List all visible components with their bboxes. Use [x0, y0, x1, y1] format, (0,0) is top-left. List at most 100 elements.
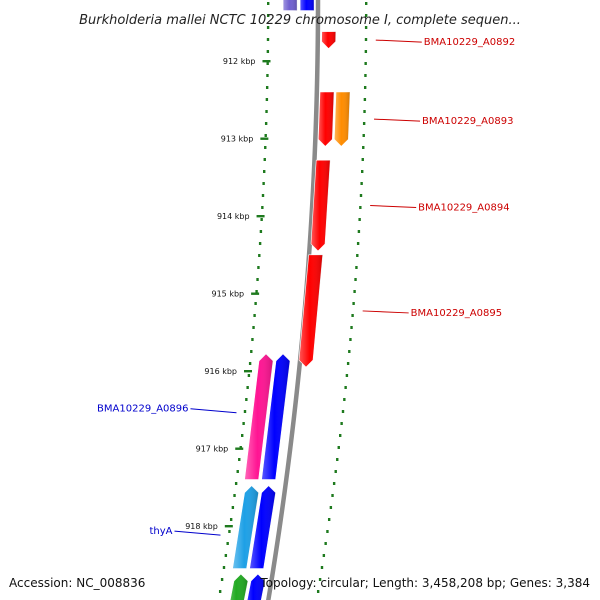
guide-dash-outer: [361, 158, 364, 161]
guide-dash-outer: [349, 338, 352, 341]
guide-dash-outer: [363, 86, 367, 89]
guide-dash-outer: [360, 182, 363, 185]
gene-arrow-shading: [321, 31, 336, 49]
accession-text: Accession: NC_008836: [9, 576, 145, 590]
guide-dash-outer: [364, 62, 367, 65]
guide-dash-inner: [259, 230, 263, 233]
guide-dash-inner: [266, 26, 270, 29]
gene-arrow-shading: [299, 254, 323, 368]
guide-dash-outer: [356, 254, 359, 257]
tick-label: 916 kbp: [204, 367, 237, 376]
tick-mark: [224, 525, 233, 528]
guide-dash-outer: [364, 74, 367, 77]
guide-dash-inner: [265, 98, 269, 101]
guide-dash-inner: [258, 242, 262, 245]
guide-dash-inner: [220, 578, 224, 581]
leader-line: [370, 205, 417, 209]
guide-dash-outer: [336, 458, 339, 461]
gene-labels: BMA10229_A0892 BMA10229_A0893 BMA10229_A08…: [97, 37, 515, 537]
guide-dash-outer: [353, 290, 356, 293]
guide-dash-outer: [331, 494, 334, 497]
guide-dash-inner: [265, 110, 268, 113]
guide-dash-outer: [359, 194, 363, 197]
tick-mark: [256, 215, 265, 218]
guide-dash-outer: [357, 230, 361, 233]
gene-label-bma10229_a0896: BMA10229_A0896: [97, 404, 188, 415]
guide-dash-outer: [356, 242, 360, 245]
guide-dash-inner: [226, 542, 229, 545]
guide-dash-outer: [320, 566, 324, 569]
guide-dash-inner: [258, 254, 261, 257]
gene-arrow-shading: [249, 485, 276, 569]
guide-dash-outer: [364, 2, 368, 5]
guide-dash-inner: [248, 362, 252, 365]
guide-dash-outer: [354, 278, 357, 281]
guide-dash-inner: [255, 290, 258, 293]
guide-dash-inner: [264, 134, 267, 137]
guide-dash-outer: [340, 422, 343, 425]
guide-dash-outer: [352, 302, 355, 305]
gene-arrow-shading: [283, 0, 298, 11]
leader-line: [190, 408, 237, 414]
guide-dash-inner: [266, 38, 270, 41]
guide-dash-outer: [364, 14, 368, 17]
guide-dash-outer: [345, 374, 349, 377]
gene-arrow-shading: [300, 0, 315, 11]
guide-dash-outer: [318, 578, 322, 581]
map-title: Burkholderia mallei NCTC 10229 chromosom…: [79, 13, 521, 28]
guide-dash-outer: [358, 218, 361, 221]
guide-dash-inner: [229, 518, 233, 521]
guide-dash-inner: [266, 50, 270, 53]
leader-line: [374, 118, 421, 122]
tick-label: 913 kbp: [221, 135, 254, 144]
guide-dash-inner: [266, 2, 270, 5]
guide-dash-outer: [362, 146, 365, 149]
guide-dash-inner: [256, 278, 259, 281]
guide-dash-outer: [322, 554, 326, 557]
guide-dash-inner: [234, 482, 238, 485]
guide-dash-outer: [341, 410, 345, 413]
guide-dash-outer: [339, 434, 342, 437]
guide-dash-outer: [350, 326, 353, 329]
guide-dash-outer: [362, 134, 365, 137]
gene-label-thya: thyA: [149, 526, 172, 537]
guide-dash-inner: [260, 218, 263, 221]
guide-dash-outer: [343, 398, 346, 401]
gene-arrow-shading: [318, 92, 334, 147]
guide-dash-inner: [218, 590, 222, 593]
guide-dash-inner: [254, 302, 257, 305]
guide-dash-outer: [359, 206, 362, 209]
leader-line: [362, 310, 409, 314]
tick-label: 917 kbp: [196, 445, 229, 454]
guide-dash-inner: [245, 398, 248, 401]
guide-dash-inner: [253, 314, 256, 317]
guide-dash-outer: [337, 446, 340, 449]
guide-dash-inner: [231, 506, 235, 509]
guide-dash-outer: [324, 542, 327, 545]
leader-line: [375, 39, 422, 43]
guide-dash-outer: [364, 26, 368, 29]
guide-dash-inner: [251, 338, 254, 341]
kbp-ruler: 912 kbp 913 kbp 914 kbp 915 kbp 916 kbp 917 k…: [185, 57, 271, 531]
guide-dash-inner: [266, 14, 270, 17]
guide-dash-outer: [355, 266, 358, 269]
guide-dash-inner: [262, 182, 265, 185]
guide-dash-inner: [241, 434, 244, 437]
tick-label: 915 kbp: [212, 290, 245, 299]
guide-dash-outer: [363, 110, 366, 113]
tick-label: 912 kbp: [223, 57, 256, 66]
leader-line: [174, 530, 221, 536]
tick-mark: [262, 60, 271, 63]
gene-features: [229, 0, 351, 600]
guide-dash-inner: [266, 62, 269, 65]
guide-dash-outer: [329, 506, 333, 509]
guide-dash-inner: [238, 458, 241, 461]
gene-label-bma10229_a0893: BMA10229_A0893: [422, 116, 513, 127]
guide-dash-outer: [332, 482, 336, 485]
gene-arrow-shading: [334, 92, 350, 147]
guide-dash-inner: [242, 422, 245, 425]
guide-dash-outer: [316, 590, 320, 593]
guide-dash-inner: [246, 386, 249, 389]
guide-dash-inner: [264, 122, 268, 125]
